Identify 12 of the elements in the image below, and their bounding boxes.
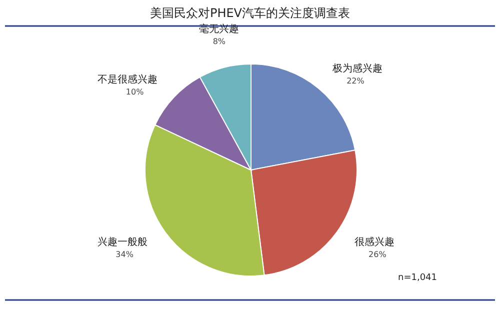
slice-label: 极为感兴趣	[332, 62, 383, 74]
data-label: 8%	[212, 37, 226, 46]
text: n=1,041	[398, 273, 438, 283]
slice-label: 兴趣一般般	[97, 236, 148, 248]
data-label: 26%	[368, 250, 387, 260]
data-label: 34%	[116, 250, 134, 260]
data-label: 22%	[346, 76, 365, 86]
slice-label: 不是很感兴趣	[98, 73, 158, 86]
title: 美国民众对PHEV汽车的关注度调查表	[150, 6, 350, 20]
data-label: 10%	[126, 87, 144, 96]
slice-label: 毫无兴趣	[199, 23, 240, 36]
slice-label: 很感兴趣	[354, 236, 395, 248]
